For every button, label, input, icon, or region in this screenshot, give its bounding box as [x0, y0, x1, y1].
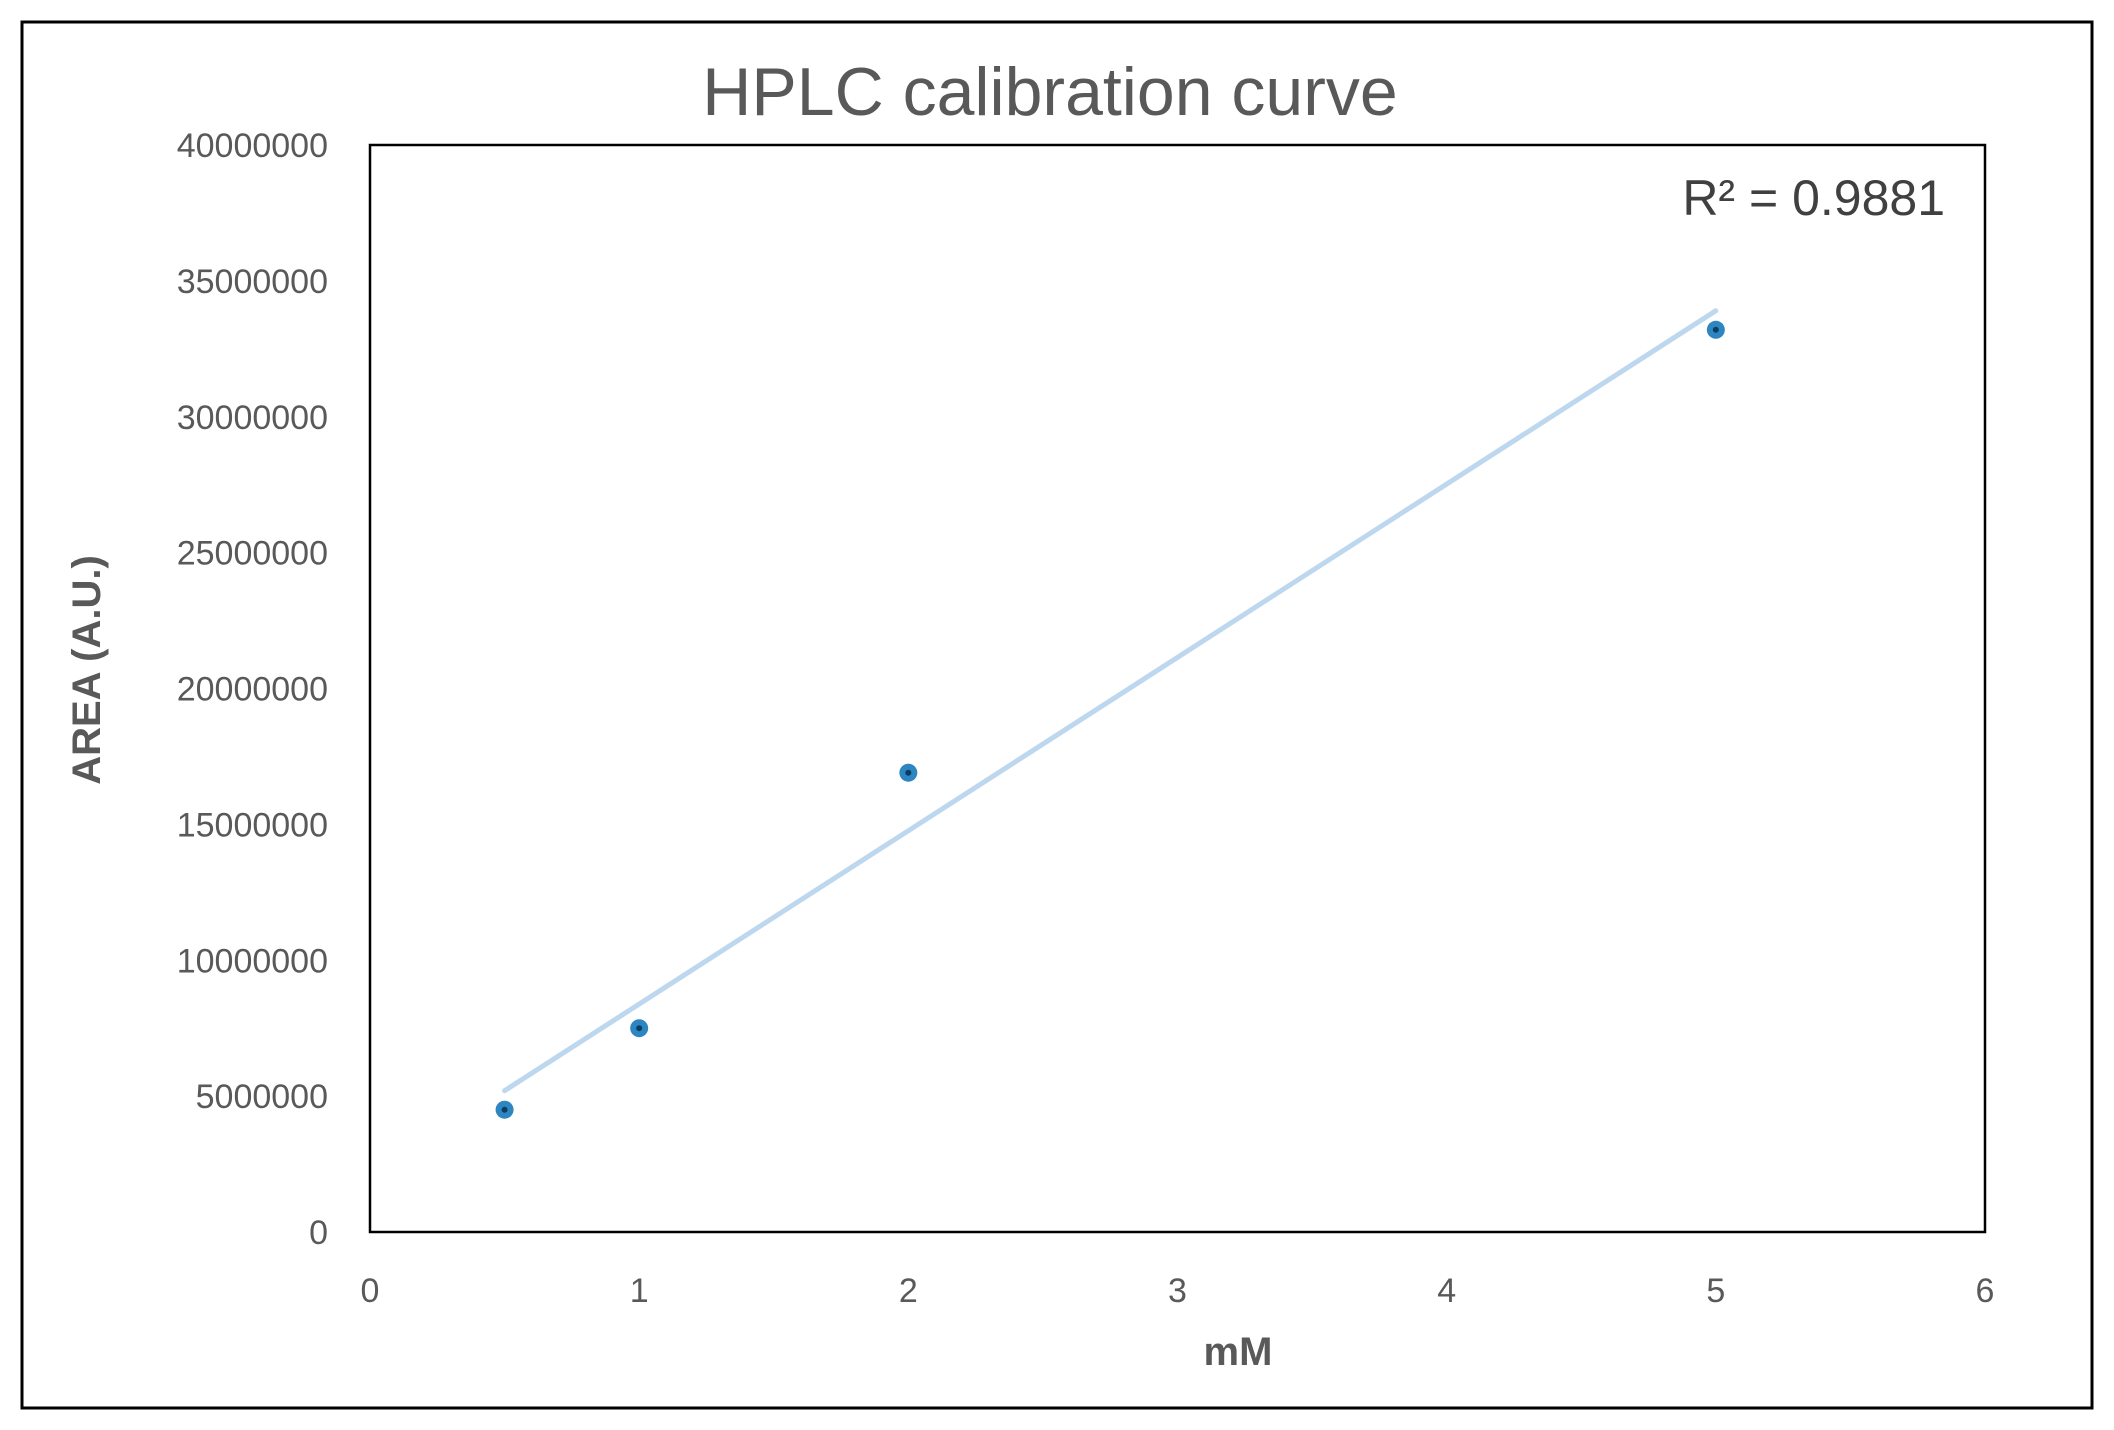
y-tick-label: 20000000 [177, 671, 328, 709]
y-tick-label: 40000000 [177, 127, 328, 165]
x-tick-labels: 0 1 2 3 4 5 6 [361, 1272, 1995, 1310]
data-points [495, 320, 1725, 1119]
data-point [1706, 320, 1725, 339]
r-squared-label: R² = 0.9881 [1682, 170, 1945, 226]
y-tick-label: 25000000 [177, 535, 328, 573]
trendline [502, 308, 1719, 1094]
trendline-group [502, 308, 1719, 1094]
y-tick-label: 35000000 [177, 263, 328, 301]
y-tick-label: 30000000 [177, 399, 328, 437]
data-point [630, 1019, 649, 1038]
y-tick-label: 0 [309, 1214, 328, 1252]
x-tick-label: 4 [1437, 1272, 1456, 1310]
chart-border [20, 20, 2094, 1410]
x-tick-label: 1 [630, 1272, 649, 1310]
y-tick-label: 10000000 [177, 942, 328, 980]
x-tick-label: 0 [361, 1272, 380, 1310]
plot-area [368, 143, 1987, 1234]
data-point [899, 763, 918, 782]
y-tick-labels: 0 5000000 10000000 15000000 20000000 25000000… [177, 127, 328, 1252]
x-axis-title: mM [1204, 1330, 1273, 1374]
x-tick-label: 3 [1168, 1272, 1187, 1310]
y-tick-label: 15000000 [177, 806, 328, 844]
y-axis-title: AREA (A.U.) [65, 555, 109, 785]
data-point [495, 1100, 514, 1119]
x-tick-label: 6 [1976, 1272, 1995, 1310]
x-tick-label: 5 [1706, 1272, 1725, 1310]
x-tick-label: 2 [899, 1272, 918, 1310]
chart-title: HPLC calibration curve [702, 54, 1397, 130]
y-tick-label: 5000000 [196, 1078, 328, 1116]
